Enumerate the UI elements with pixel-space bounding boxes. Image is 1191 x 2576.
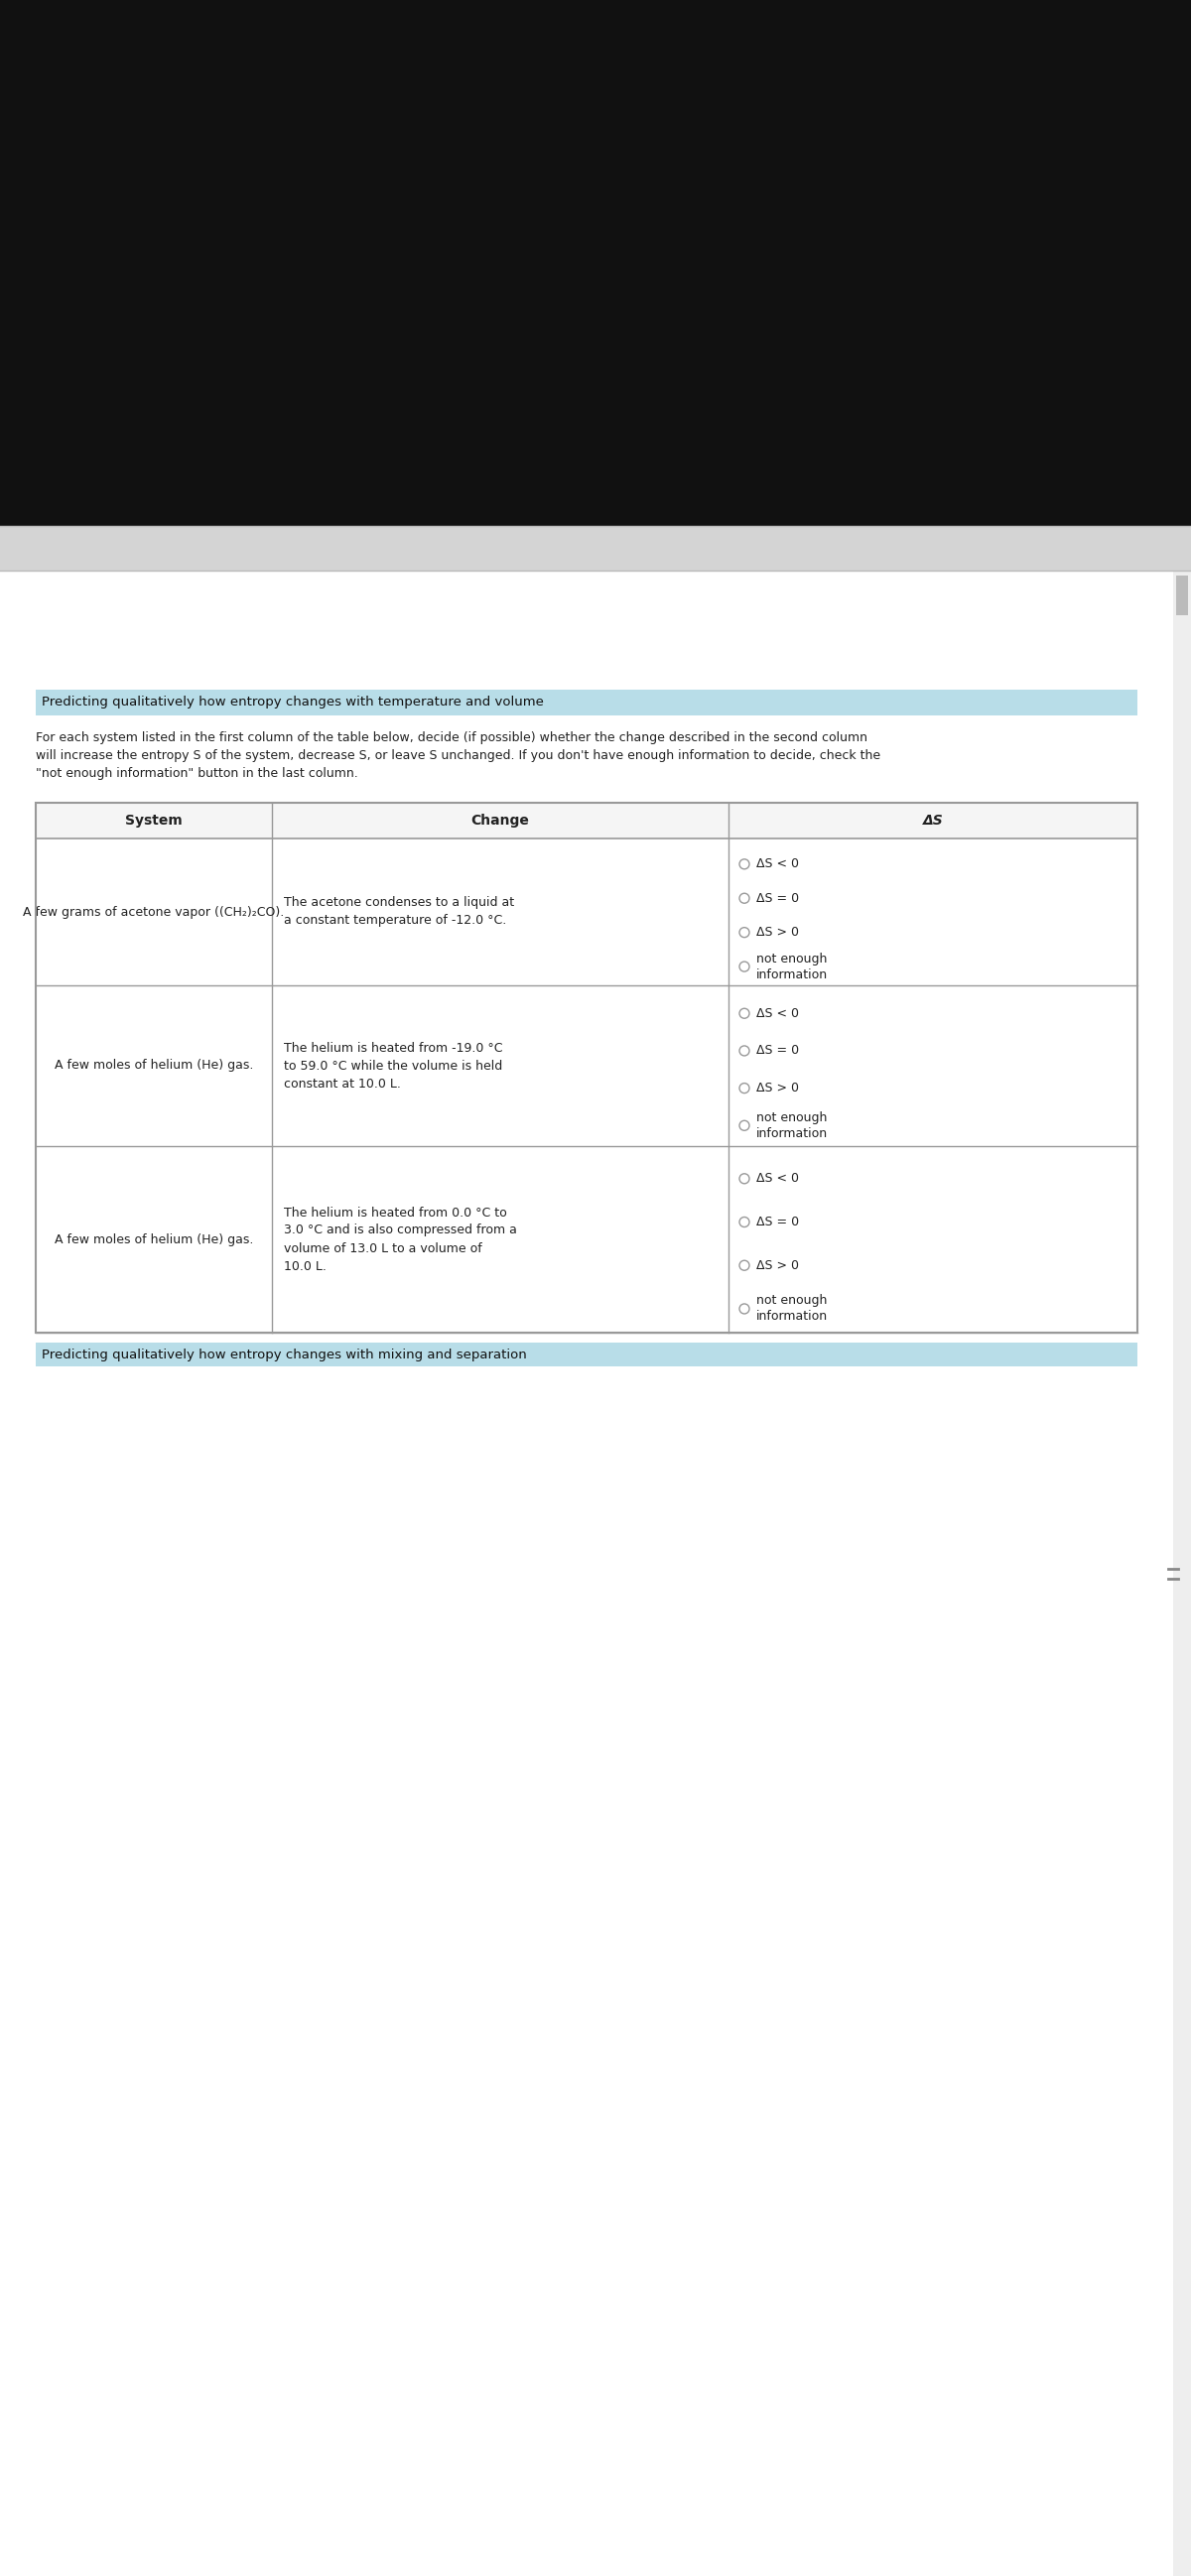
Text: not enough
information: not enough information — [756, 953, 828, 981]
Circle shape — [740, 1260, 749, 1270]
Text: System: System — [125, 814, 182, 827]
Text: Predicting qualitatively how entropy changes with mixing and separation: Predicting qualitatively how entropy cha… — [42, 1347, 526, 1360]
Bar — [36, 987, 1137, 1146]
Circle shape — [740, 1216, 749, 1226]
Text: ΔS = 0: ΔS = 0 — [756, 1216, 799, 1229]
Circle shape — [740, 1303, 749, 1314]
Bar — [36, 1342, 1137, 1365]
Text: ΔS = 0: ΔS = 0 — [756, 1043, 799, 1056]
Text: The acetone condenses to a liquid at
a constant temperature of -12.0 °C.: The acetone condenses to a liquid at a c… — [283, 896, 515, 927]
Bar — [36, 1146, 1137, 1332]
Text: will increase the entropy S of the system, decrease S, or leave S unchanged. If : will increase the entropy S of the syste… — [36, 750, 880, 762]
Bar — [36, 804, 1137, 1332]
Text: A few moles of helium (He) gas.: A few moles of helium (He) gas. — [55, 1059, 254, 1072]
Circle shape — [740, 1175, 749, 1182]
Text: ΔS < 0: ΔS < 0 — [756, 1007, 799, 1020]
Text: ΔS < 0: ΔS < 0 — [756, 1172, 799, 1185]
Text: ΔS > 0: ΔS > 0 — [756, 1260, 799, 1273]
Bar — [0, 526, 1191, 569]
Text: The helium is heated from -19.0 °C
to 59.0 °C while the volume is held
constant : The helium is heated from -19.0 °C to 59… — [283, 1041, 503, 1090]
Circle shape — [740, 860, 749, 868]
Text: A few moles of helium (He) gas.: A few moles of helium (He) gas. — [55, 1234, 254, 1247]
Text: ΔS: ΔS — [923, 814, 943, 827]
Text: "not enough information" button in the last column.: "not enough information" button in the l… — [36, 768, 358, 781]
Circle shape — [740, 927, 749, 938]
Text: not enough
information: not enough information — [756, 1110, 828, 1141]
Circle shape — [740, 894, 749, 904]
Circle shape — [740, 1082, 749, 1092]
Bar — [36, 690, 1137, 716]
Text: Predicting qualitatively how entropy changes with temperature and volume: Predicting qualitatively how entropy cha… — [42, 696, 544, 708]
Text: not enough
information: not enough information — [756, 1293, 828, 1324]
Bar — [0, 569, 1173, 2576]
Text: For each system listed in the first column of the table below, decide (if possib: For each system listed in the first colu… — [36, 732, 867, 744]
Circle shape — [740, 1007, 749, 1018]
Text: ΔS = 0: ΔS = 0 — [756, 891, 799, 904]
Bar — [0, 0, 1191, 526]
Text: Change: Change — [470, 814, 530, 827]
Bar — [1177, 574, 1189, 616]
Circle shape — [740, 1046, 749, 1056]
Text: ΔS > 0: ΔS > 0 — [756, 925, 799, 938]
Text: ΔS > 0: ΔS > 0 — [756, 1082, 799, 1095]
Text: The helium is heated from 0.0 °C to
3.0 °C and is also compressed from a
volume : The helium is heated from 0.0 °C to 3.0 … — [283, 1206, 517, 1273]
Text: ΔS < 0: ΔS < 0 — [756, 858, 799, 871]
Bar — [1173, 569, 1191, 2576]
Text: A few grams of acetone vapor ((CH₂)₂CO).: A few grams of acetone vapor ((CH₂)₂CO). — [23, 907, 285, 920]
Bar — [36, 804, 1137, 840]
Circle shape — [740, 961, 749, 971]
Circle shape — [740, 1121, 749, 1131]
Bar — [36, 840, 1137, 987]
